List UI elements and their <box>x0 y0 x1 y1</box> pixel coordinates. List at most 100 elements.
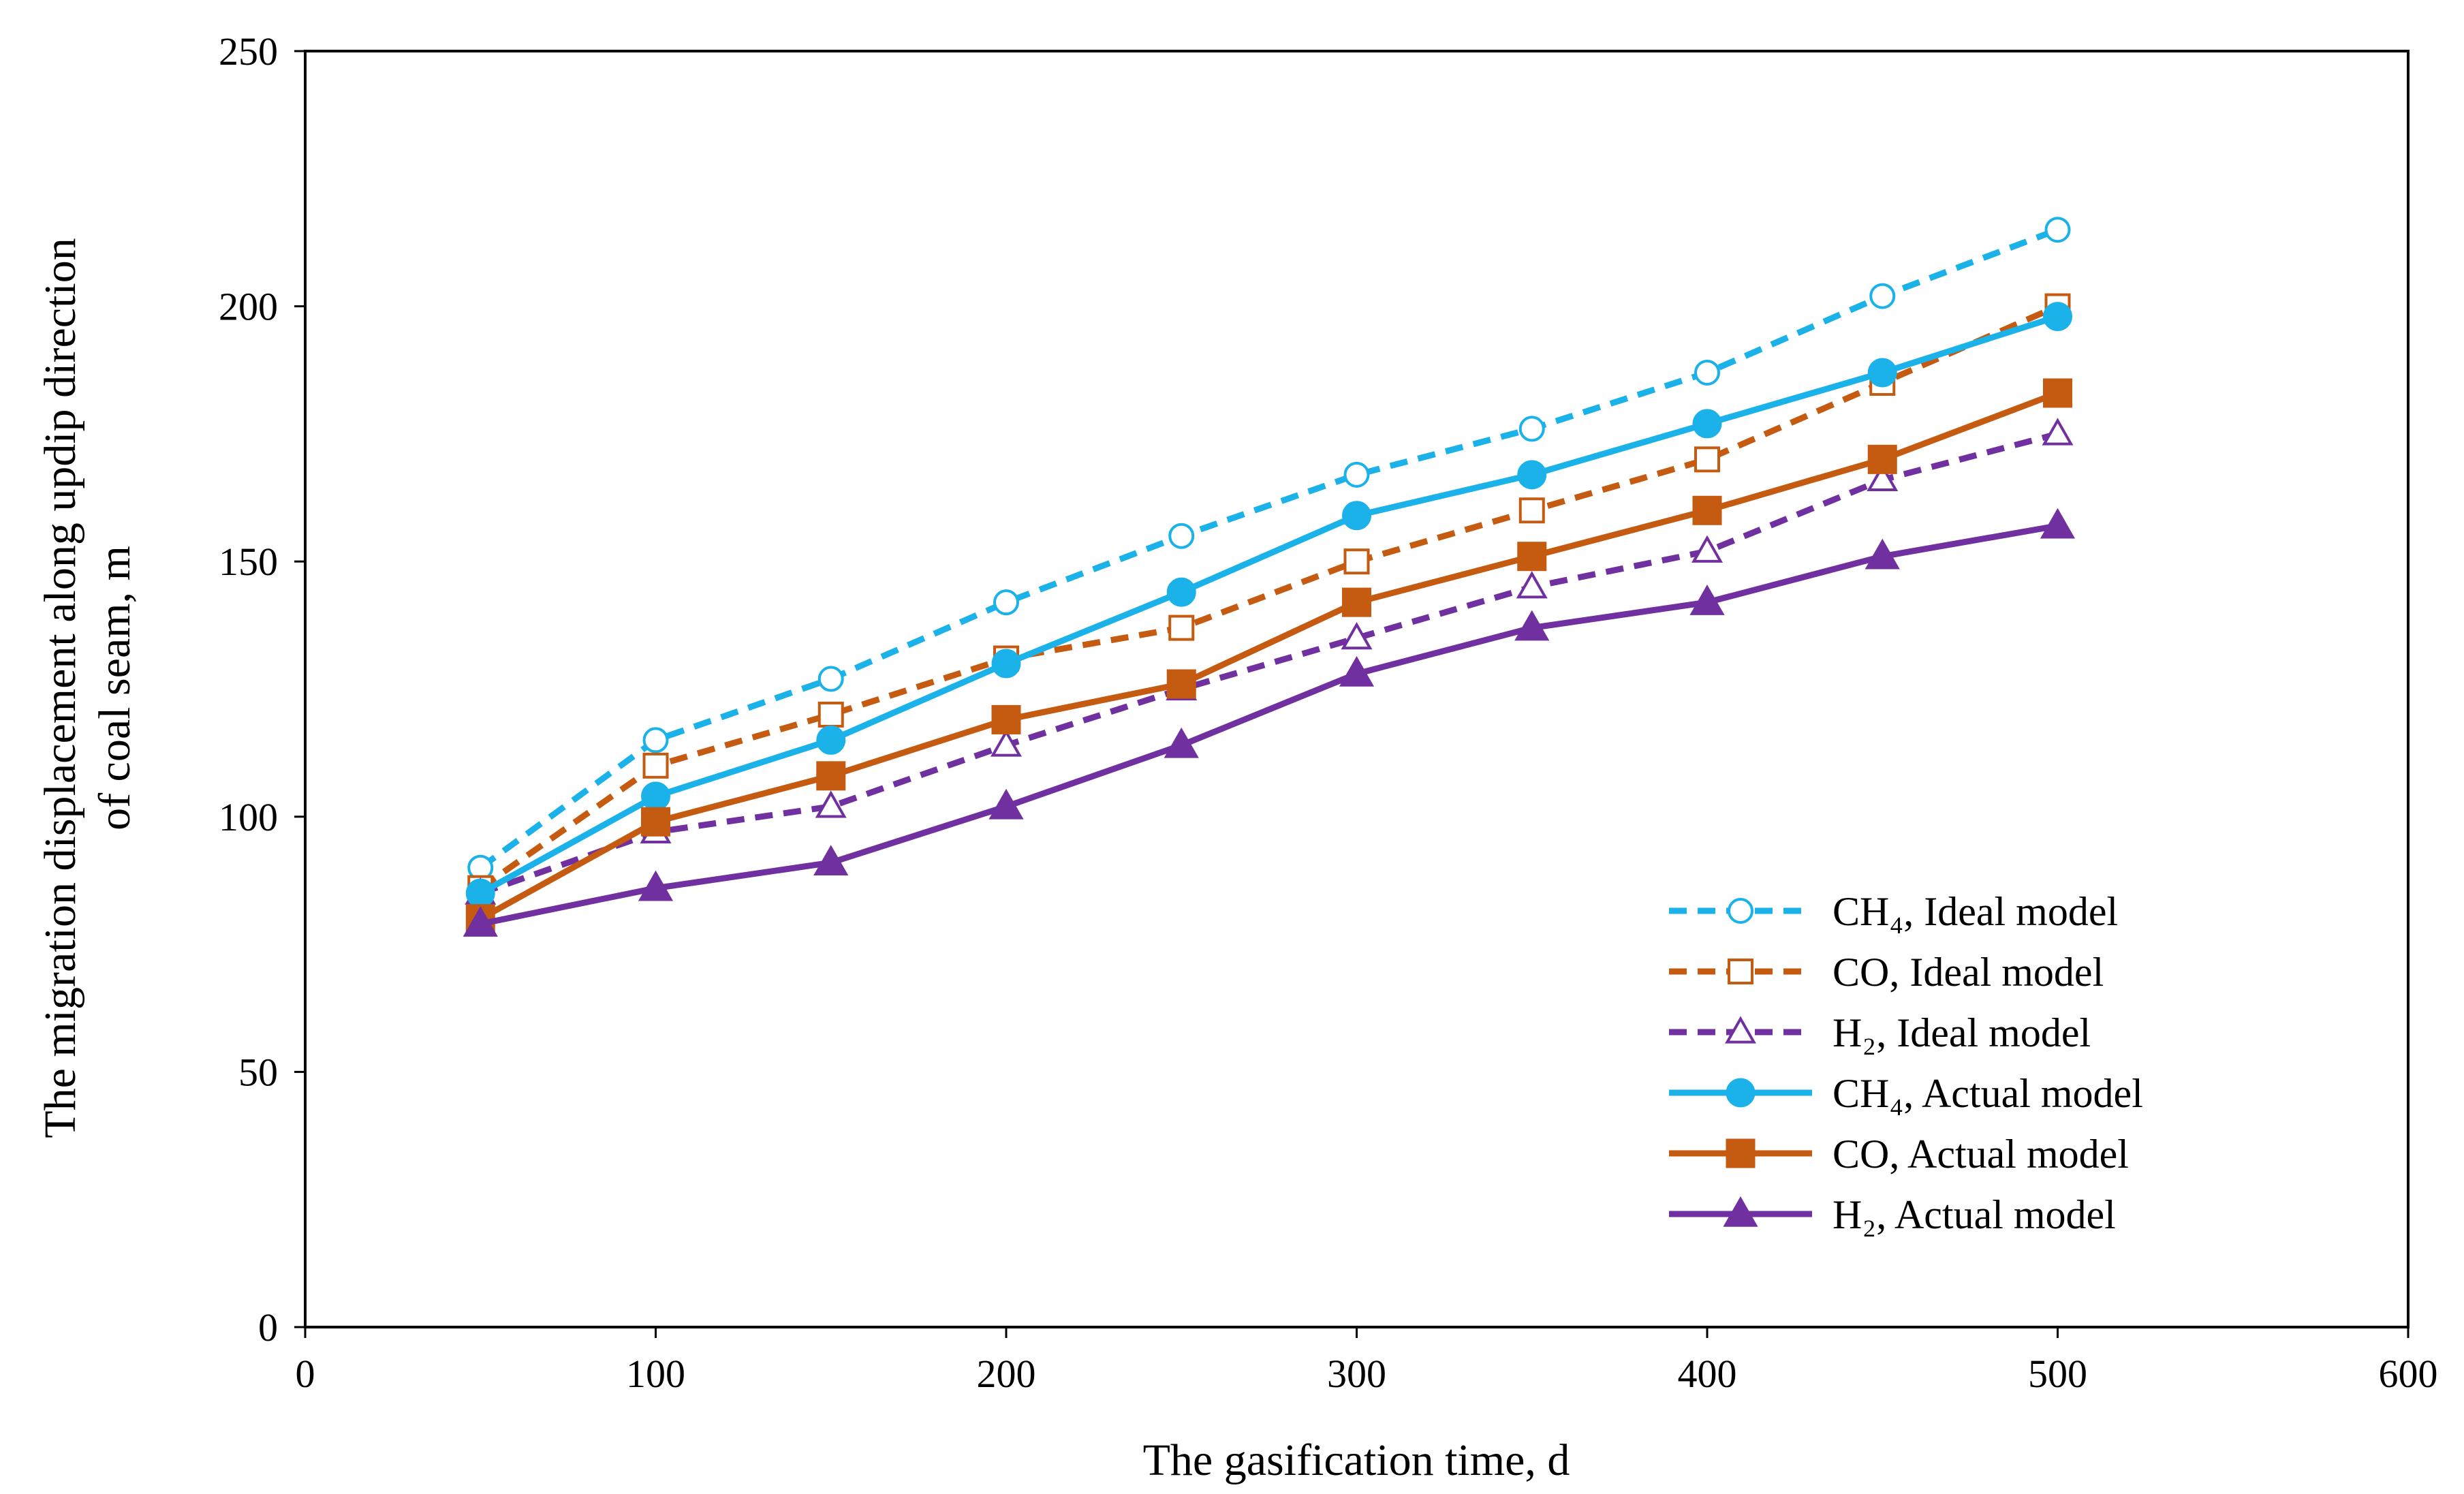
series-line-co-actual <box>479 390 2059 922</box>
y-tick-label: 150 <box>219 540 278 584</box>
data-point-ch4-ideal <box>1343 461 1370 488</box>
series-h2-ideal <box>465 418 2074 905</box>
data-point-co-actual <box>816 761 846 791</box>
legend-marker <box>1728 959 1753 984</box>
data-point-ch4-ideal <box>817 666 844 692</box>
series-layer <box>463 217 2076 937</box>
legend-marker <box>1728 898 1753 924</box>
data-point-h2-ideal <box>1341 621 1373 650</box>
x-axis-ticks: 0 100 200 300 400 500 600 <box>296 1327 2438 1396</box>
data-point-h2-ideal <box>991 729 1022 757</box>
data-point-h2-ideal <box>1691 535 1723 563</box>
y-tick-label: 100 <box>219 795 278 839</box>
data-point-ch4-actual <box>465 878 495 908</box>
legend-entry-h2-ideal: H₂, Ideal model <box>1669 1010 2091 1055</box>
legend-label: CO, Ideal model <box>1833 950 2104 995</box>
data-point-ch4-actual <box>991 649 1021 679</box>
series-h2-actual <box>463 508 2076 937</box>
legend-label: CH₄, Actual model <box>1833 1071 2143 1116</box>
data-point-ch4-actual <box>1867 358 1897 388</box>
series-ch4-actual <box>465 302 2072 908</box>
data-point-h2-actual <box>463 906 498 937</box>
data-point-co-ideal <box>1518 497 1545 524</box>
x-tick-label: 600 <box>2379 1352 2438 1396</box>
series-co-actual <box>465 378 2072 934</box>
y-axis-title-line-2: of coal seam, m <box>90 546 140 830</box>
data-point-ch4-ideal <box>1168 523 1195 549</box>
data-point-ch4-ideal <box>1869 283 1896 309</box>
legend-marker <box>1726 1078 1756 1108</box>
legend-entry-ch4-ideal: CH₄, Ideal model <box>1669 889 2118 934</box>
data-point-co-actual <box>1166 669 1196 699</box>
legend-entry-h2-actual: H₂, Actual model <box>1669 1192 2116 1237</box>
x-tick-label: 300 <box>1327 1352 1386 1396</box>
data-point-ch4-actual <box>1692 409 1722 439</box>
data-point-co-ideal <box>1168 614 1195 641</box>
legend-entry-co-actual: CO, Actual model <box>1669 1132 2129 1177</box>
data-point-co-actual <box>991 704 1021 734</box>
series-line-co-ideal <box>478 303 2059 891</box>
data-point-co-ideal <box>642 752 669 779</box>
data-point-h2-actual <box>1164 727 1199 758</box>
data-point-ch4-ideal <box>1518 416 1545 442</box>
data-point-h2-actual <box>638 870 674 901</box>
data-point-h2-actual <box>1865 538 1900 570</box>
data-point-h2-actual <box>813 845 849 875</box>
series-line-ch4-actual <box>479 313 2059 897</box>
y-tick-label: 0 <box>258 1305 278 1350</box>
data-point-ch4-actual <box>816 725 846 755</box>
data-point-h2-ideal <box>1867 463 1899 491</box>
data-point-co-actual <box>1342 587 1371 617</box>
data-point-ch4-actual <box>2043 302 2072 332</box>
data-point-ch4-actual <box>1342 501 1371 531</box>
y-tick-label: 250 <box>219 29 278 74</box>
data-point-ch4-actual <box>1517 460 1547 490</box>
series-line-h2-actual <box>480 523 2059 927</box>
legend-marker <box>1725 1016 1756 1044</box>
y-axis-title-line-1: The migration displacement along updip d… <box>35 238 85 1138</box>
y-axis-ticks: 0 50 100 150 200 250 <box>219 29 305 1350</box>
legend-label: CH₄, Ideal model <box>1833 889 2118 934</box>
legend-marker <box>1726 1138 1756 1168</box>
legend-entry-co-ideal: CO, Ideal model <box>1669 950 2104 995</box>
y-tick-label: 200 <box>219 285 278 329</box>
data-point-co-actual <box>2043 378 2072 408</box>
x-tick-label: 500 <box>2028 1352 2087 1396</box>
data-point-h2-ideal <box>2042 418 2074 446</box>
data-point-co-actual <box>1867 444 1897 474</box>
y-axis-title: The migration displacement along updip d… <box>35 238 140 1138</box>
data-point-co-ideal <box>817 701 844 728</box>
data-point-co-actual <box>1517 542 1547 572</box>
data-point-h2-actual <box>1514 610 1550 641</box>
x-axis-title: The gasification time, d <box>1143 1435 1570 1485</box>
series-line-ch4-ideal <box>478 227 2059 871</box>
data-point-ch4-ideal <box>993 589 1019 616</box>
x-tick-label: 400 <box>1678 1352 1737 1396</box>
data-point-ch4-ideal <box>642 727 669 753</box>
data-point-ch4-actual <box>641 781 670 811</box>
data-point-co-actual <box>1692 495 1722 525</box>
data-point-h2-ideal <box>815 790 847 818</box>
data-point-ch4-ideal <box>2044 217 2071 243</box>
y-tick-label: 50 <box>238 1050 278 1094</box>
data-point-h2-actual <box>2040 508 2076 539</box>
legend-marker <box>1723 1196 1758 1227</box>
data-point-co-ideal <box>1343 548 1370 575</box>
legend-label: H₂, Actual model <box>1833 1192 2116 1237</box>
legend: CH₄, Ideal model CO, Ideal model H₂, Ideal… <box>1669 889 2143 1237</box>
series-line-h2-ideal <box>479 431 2059 897</box>
x-tick-label: 0 <box>296 1352 315 1396</box>
x-tick-label: 100 <box>626 1352 685 1396</box>
x-tick-label: 200 <box>977 1352 1036 1396</box>
data-point-h2-actual <box>1689 585 1725 615</box>
data-point-co-actual <box>641 807 670 837</box>
legend-entry-ch4-actual: CH₄, Actual model <box>1669 1071 2143 1116</box>
data-point-h2-actual <box>988 788 1024 820</box>
data-point-co-ideal <box>1694 446 1720 473</box>
legend-label: H₂, Ideal model <box>1833 1010 2091 1055</box>
legend-label: CO, Actual model <box>1833 1132 2129 1177</box>
data-point-ch4-ideal <box>1694 359 1720 386</box>
data-point-ch4-actual <box>1166 577 1196 607</box>
data-point-h2-ideal <box>1516 571 1548 599</box>
